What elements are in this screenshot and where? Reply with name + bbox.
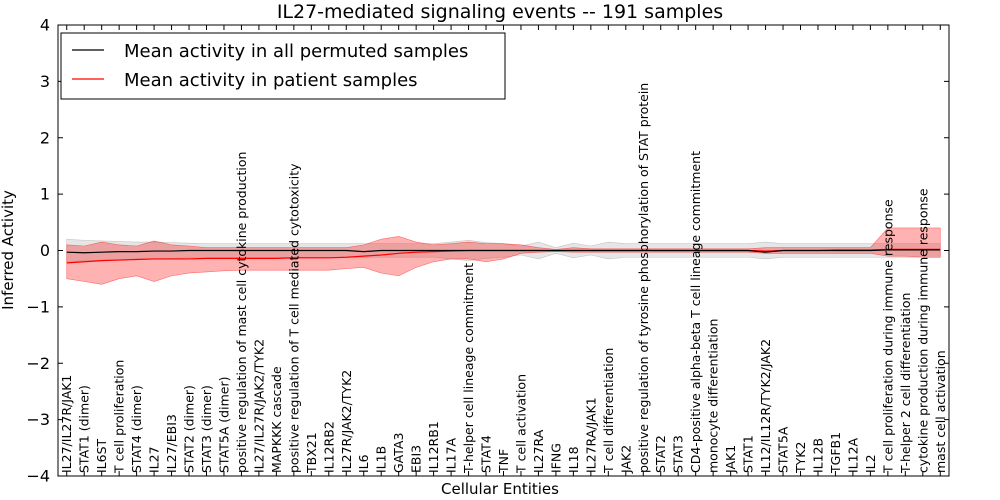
x-category-label: IL27/IL27R/JAK1: [59, 375, 74, 473]
x-category-label: STAT5A (dimer): [216, 377, 231, 473]
x-category-label: T cell proliferation during immune respo…: [880, 199, 895, 474]
x-category-label: T cell activation: [513, 374, 528, 474]
x-category-label: IL27RA: [531, 429, 546, 473]
x-category-label: IL6ST: [94, 438, 109, 473]
chart-title: IL27-mediated signaling events -- 191 sa…: [277, 1, 723, 23]
y-tick-label: 3: [40, 72, 50, 91]
x-category-label: IL17A: [444, 437, 459, 473]
y-tick-label: −4: [26, 467, 50, 486]
y-axis-title: Inferred Activity: [0, 190, 17, 310]
x-category-label: monocyte differentiation: [706, 319, 721, 473]
x-category-label: CD4-positive alpha-beta T cell lineage c…: [688, 151, 703, 473]
x-category-label: STAT2: [653, 435, 668, 473]
y-tick-label: −3: [26, 410, 50, 429]
x-category-label: STAT1 (dimer): [77, 385, 92, 473]
x-category-label: IL27/EBI3: [164, 414, 179, 473]
x-category-label: STAT5A: [776, 426, 791, 473]
legend-box: [60, 32, 506, 100]
x-category-label: IL12/IL12R/TYK2/JAK2: [758, 339, 773, 473]
x-category-label: IL12B: [810, 438, 825, 473]
x-category-label: T-helper cell lineage commitment: [461, 263, 476, 474]
x-category-label: T cell proliferation: [112, 360, 127, 474]
x-category-label: STAT1: [741, 435, 756, 473]
series-line-permuted: [66, 249, 941, 254]
x-category-label: TYK2: [793, 442, 808, 474]
y-tick-label: 0: [40, 241, 50, 260]
x-category-label: STAT4 (dimer): [129, 385, 144, 473]
x-axis-title: Cellular Entities: [441, 480, 559, 498]
y-tick-label: −1: [26, 297, 50, 316]
x-category-label: TBX21: [304, 432, 319, 474]
x-category-label: STAT4: [479, 435, 494, 473]
x-category-label: IL27/IL27R/JAK2/TYK2: [251, 339, 266, 473]
x-category-label: T cell differentiation: [601, 348, 616, 474]
x-category-label: JAK1: [723, 445, 738, 474]
y-tick-label: 4: [40, 16, 50, 35]
x-category-label: TGFB1: [828, 432, 843, 474]
legend-label-permuted: Mean activity in all permuted samples: [124, 41, 468, 62]
x-category-label: EBI3: [409, 445, 424, 473]
x-category-label: positive regulation of tyrosine phosphor…: [636, 83, 651, 473]
x-category-label: IL27R/JAK2/TYK2: [339, 370, 354, 473]
x-category-label: TNF: [496, 449, 511, 474]
y-tick-label: 1: [40, 185, 50, 204]
x-category-label: MAPKKK cascade: [269, 366, 284, 473]
x-category-label: IL12A: [845, 437, 860, 473]
x-category-label: positive regulation of mast cell cytokin…: [234, 152, 249, 473]
x-category-label: IL18: [566, 446, 581, 473]
x-category-label: STAT3 (dimer): [199, 385, 214, 473]
x-category-label: mast cell activation: [933, 350, 948, 473]
y-tick-label: −2: [26, 354, 50, 373]
x-category-label: GATA3: [391, 433, 406, 473]
legend: Mean activity in all permuted samples Me…: [60, 32, 506, 100]
legend-label-patient: Mean activity in patient samples: [124, 70, 418, 91]
y-axis-ticks: −4 −3 −2 −1 0 1 2 3 4: [26, 16, 949, 486]
band-patient: [66, 227, 941, 285]
x-category-label: IL12RB1: [426, 421, 441, 473]
x-axis-ticks: IL27/IL27R/JAK1 STAT1 (dimer) IL6ST T cell …: [59, 25, 948, 476]
x-category-label: positive regulation of T cell mediated c…: [286, 163, 301, 473]
y-tick-label: 2: [40, 128, 50, 147]
series-lines: [66, 248, 941, 264]
x-category-label: STAT3: [671, 435, 686, 473]
x-category-label: IL2: [863, 454, 878, 473]
plot-frame: [57, 24, 950, 477]
x-category-label: IL1B: [374, 446, 389, 473]
x-category-label: IL6: [356, 454, 371, 473]
x-category-label: STAT2 (dimer): [182, 385, 197, 473]
x-category-label: IL27: [147, 446, 162, 473]
x-category-label: JAK2: [618, 445, 633, 474]
x-category-label: cytokine production during immune respon…: [915, 188, 930, 473]
x-category-label: IL12RB2: [321, 421, 336, 473]
x-category-label: IFNG: [548, 443, 563, 473]
x-category-label: T-helper 2 cell differentiation: [898, 293, 913, 474]
x-category-label: IL27RA/JAK1: [583, 397, 598, 473]
